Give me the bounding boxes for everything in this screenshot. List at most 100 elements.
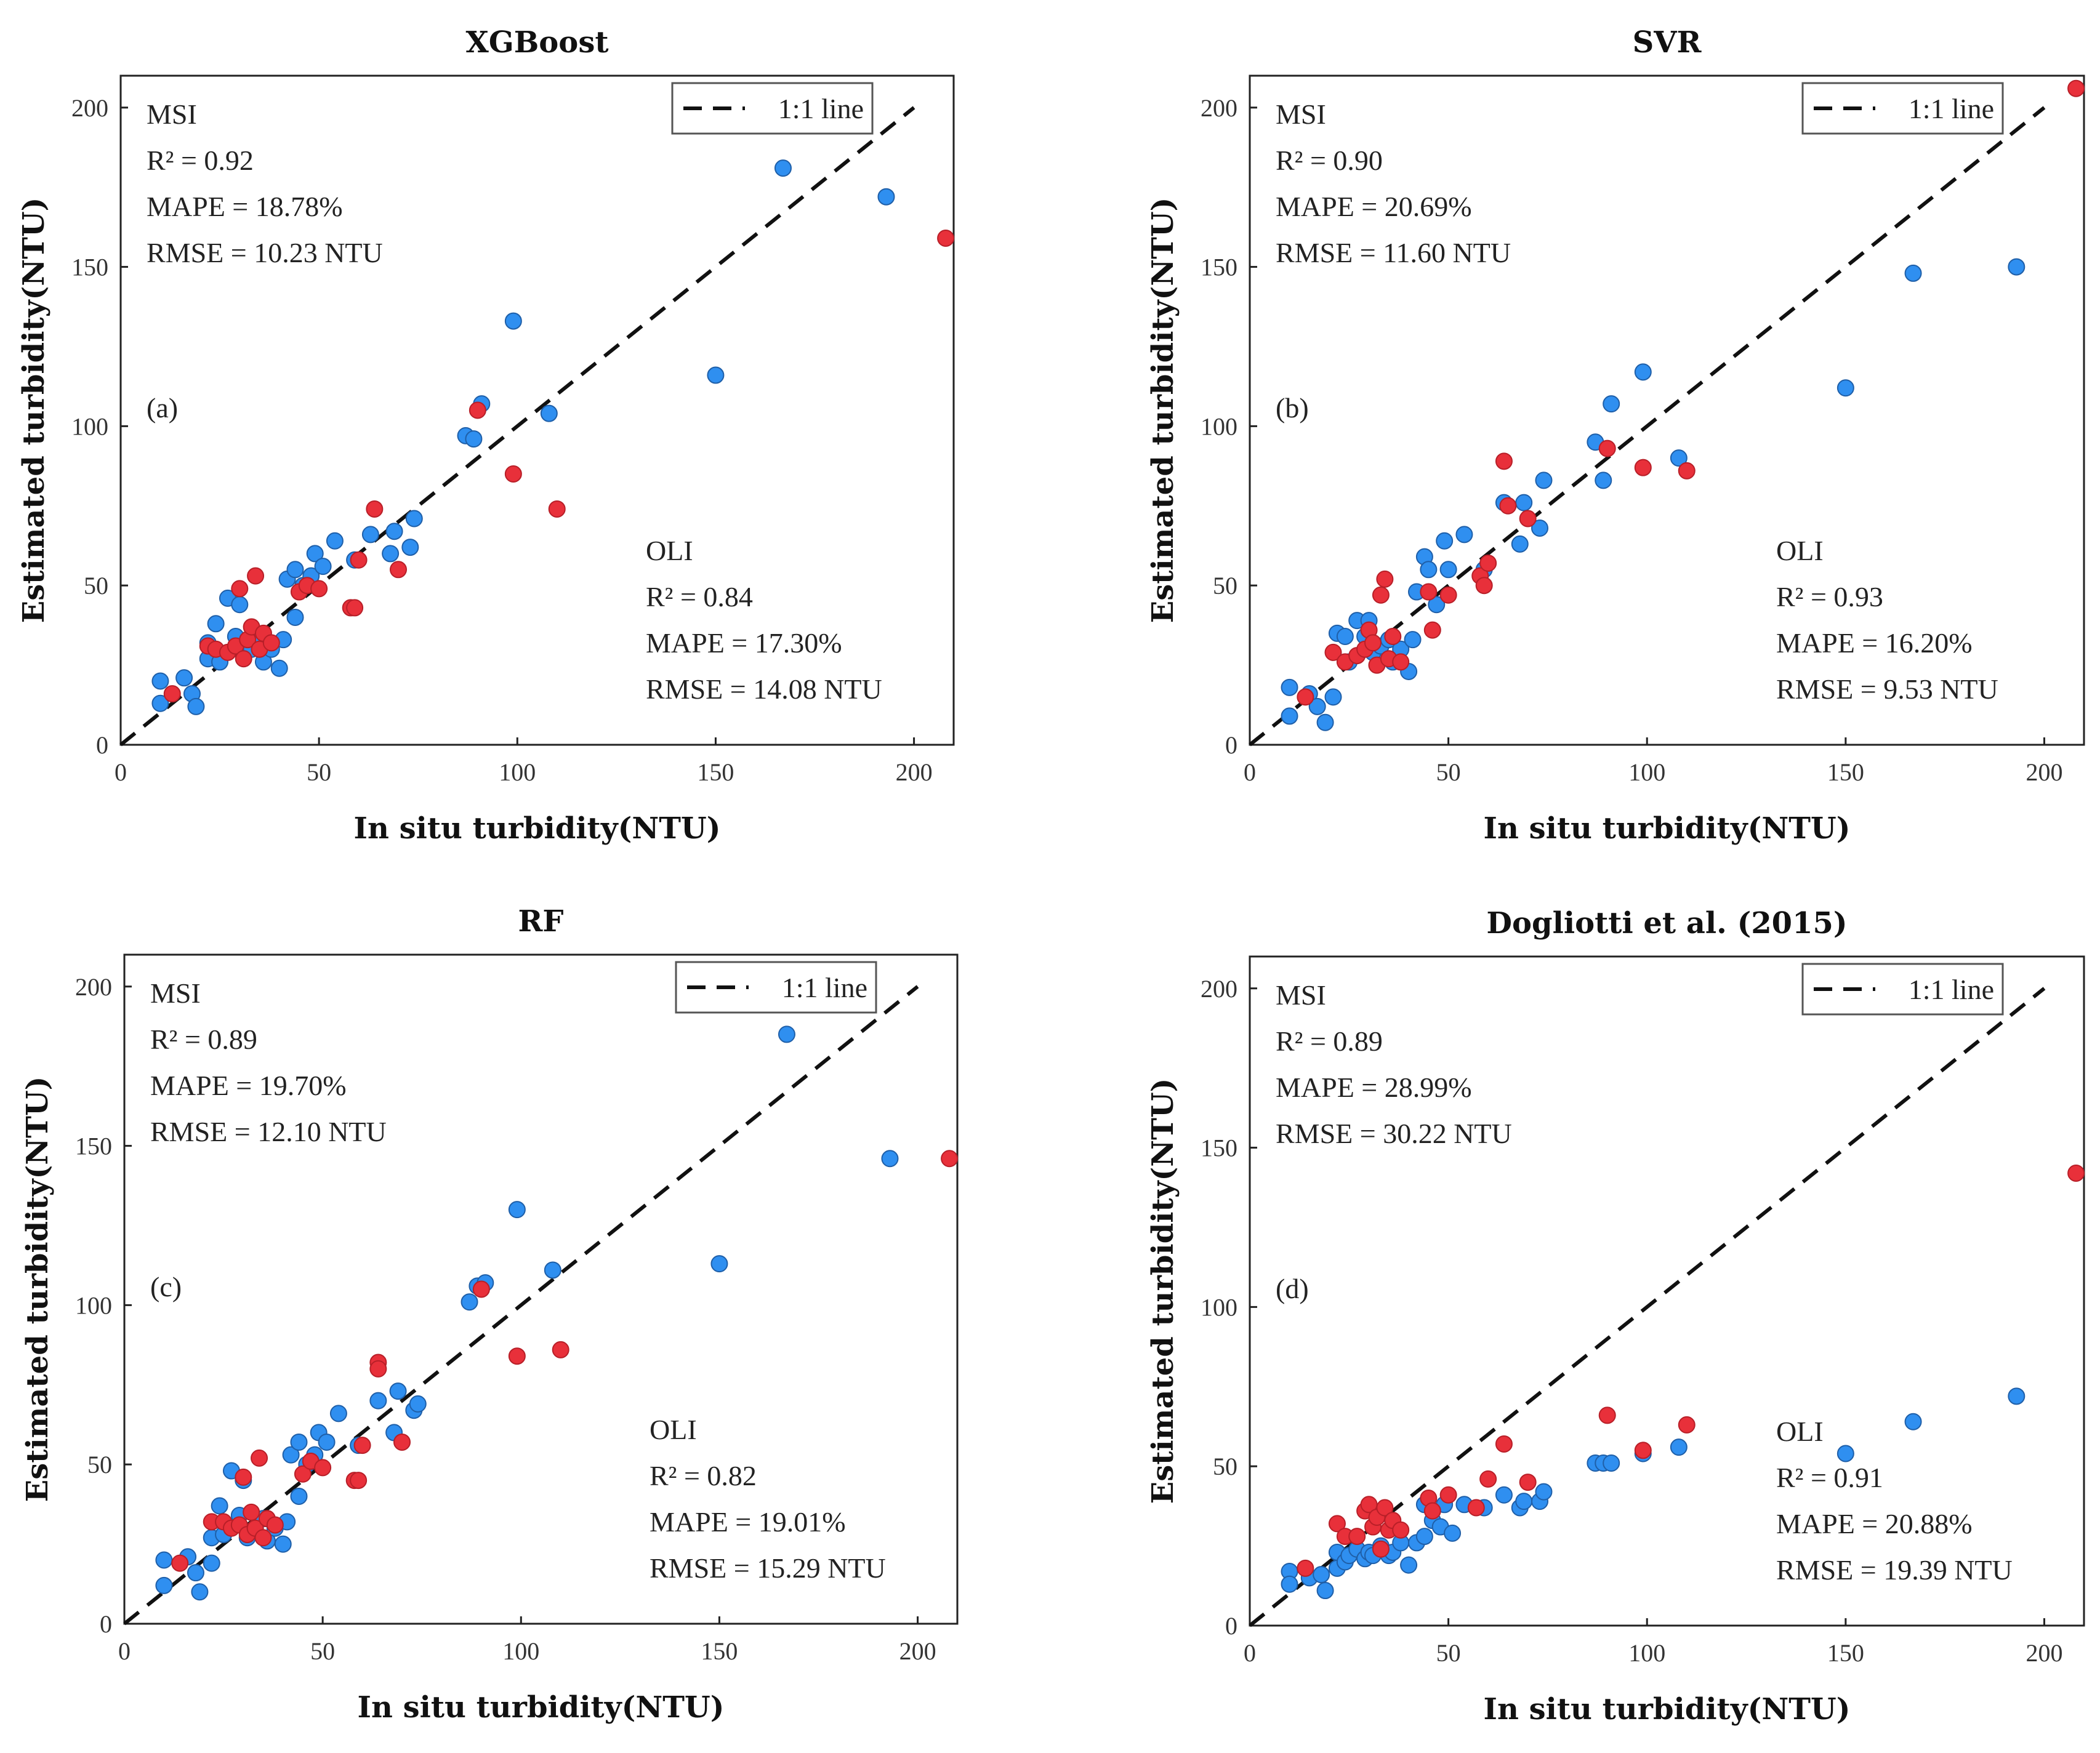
msi-point	[1400, 1556, 1418, 1574]
legend-label: 1:1 line	[1909, 93, 1994, 124]
msi-point	[286, 608, 304, 626]
msi-point	[306, 545, 324, 563]
msi-point	[1281, 1575, 1298, 1593]
x-tick-label: 200	[2026, 758, 2062, 786]
msi-point	[1316, 1582, 1334, 1600]
oli-point	[235, 650, 252, 668]
oli-point	[294, 1465, 312, 1483]
msi-point	[1420, 561, 1438, 579]
msi-point	[282, 1446, 300, 1464]
oli-point	[1479, 554, 1497, 572]
msi-point	[369, 1392, 387, 1410]
x-tick-label: 200	[899, 1637, 936, 1665]
msi-point	[187, 697, 205, 715]
oli-stat-line: R² = 0.82	[650, 1460, 757, 1491]
legend-label: 1:1 line	[782, 972, 867, 1003]
msi-point	[329, 1405, 347, 1422]
msi-point	[290, 1433, 308, 1451]
oli-point	[353, 1437, 371, 1454]
msi-stat-line: RMSE = 10.23 NTU	[147, 237, 383, 268]
x-tick-label: 50	[1436, 1639, 1461, 1667]
oli-point	[369, 1360, 387, 1378]
msi-point	[1515, 1493, 1533, 1510]
oli-point	[1372, 1540, 1390, 1558]
y-tick-label: 50	[1213, 572, 1237, 600]
x-tick-label: 100	[1628, 1639, 1665, 1667]
msi-point	[1444, 1524, 1462, 1542]
oli-point	[231, 580, 249, 598]
y-tick-label: 150	[1201, 1134, 1237, 1162]
msi-stat-line: MAPE = 28.99%	[1276, 1072, 1472, 1103]
plot-frame	[123, 953, 959, 1625]
panel-label: (a)	[147, 392, 178, 423]
msi-point	[1670, 1438, 1688, 1456]
msi-point	[1281, 678, 1298, 696]
y-tick-label: 0	[1225, 731, 1237, 759]
msi-point	[707, 366, 725, 384]
oli-point	[552, 1341, 569, 1358]
oli-stat-line: MAPE = 17.30%	[646, 627, 842, 659]
chart-title: RF	[518, 904, 564, 939]
oli-stat-line: MAPE = 20.88%	[1776, 1508, 1973, 1539]
oli-stat-line: RMSE = 14.08 NTU	[646, 673, 882, 705]
msi-point	[151, 694, 169, 712]
msi-stat-line: MSI	[150, 977, 201, 1009]
msi-point	[207, 615, 225, 633]
oli-point	[469, 401, 486, 419]
x-tick-label: 50	[1436, 758, 1461, 786]
msi-point	[1308, 697, 1326, 715]
msi-point	[1904, 1413, 1922, 1430]
x-tick-label: 50	[310, 1637, 335, 1665]
legend: 1:1 line	[675, 961, 877, 1014]
x-tick-label: 50	[307, 758, 331, 786]
panel-label: (b)	[1276, 392, 1309, 423]
oli-point	[1678, 462, 1696, 479]
msi-point	[461, 1293, 478, 1311]
y-tick-label: 100	[1201, 412, 1237, 440]
oli-point	[941, 1150, 959, 1168]
oli-point	[1439, 1486, 1457, 1504]
oli-point	[1634, 1442, 1652, 1459]
oli-point	[1519, 1474, 1537, 1491]
oli-stat-line: MAPE = 16.20%	[1776, 627, 1973, 659]
msi-stat-line: RMSE = 12.10 NTU	[150, 1116, 387, 1147]
oli-point	[247, 567, 265, 585]
msi-point	[318, 1433, 336, 1451]
y-tick-label: 150	[71, 254, 108, 281]
legend-label: 1:1 line	[1909, 974, 1994, 1005]
x-tick-label: 150	[1827, 1639, 1864, 1667]
msi-point	[1535, 1483, 1553, 1501]
one-to-one-line	[123, 985, 919, 1626]
msi-point	[361, 526, 379, 544]
oli-point	[243, 1503, 260, 1521]
msi-point	[1836, 379, 1854, 397]
oli-point	[1467, 1499, 1485, 1517]
oli-point	[1439, 586, 1457, 604]
x-axis-label: In situ turbidity(NTU)	[1484, 1692, 1851, 1727]
x-tick-label: 100	[1628, 758, 1665, 786]
msi-point	[382, 545, 400, 563]
x-tick-label: 150	[701, 1637, 738, 1665]
oli-point	[504, 465, 522, 483]
oli-stat-line: RMSE = 19.39 NTU	[1776, 1554, 2013, 1586]
panel-label: (c)	[150, 1271, 182, 1302]
oli-point	[262, 634, 280, 652]
msi-point	[326, 532, 344, 550]
x-axis-label: In situ turbidity(NTU)	[358, 1690, 725, 1725]
msi-stat-line: MSI	[1276, 979, 1326, 1011]
oli-point	[1423, 1502, 1441, 1520]
oli-point	[1372, 586, 1390, 604]
msi-point	[270, 659, 288, 677]
msi-point	[1436, 532, 1454, 550]
msi-stat-line: R² = 0.89	[1276, 1025, 1383, 1057]
y-tick-label: 200	[1201, 94, 1237, 122]
oli-stat-line: RMSE = 15.29 NTU	[650, 1552, 886, 1584]
panel-label: (d)	[1276, 1273, 1309, 1304]
y-axis-label: Estimated turbidity(NTU)	[20, 1077, 55, 1502]
oli-point	[266, 1516, 284, 1534]
legend-box	[671, 82, 874, 135]
legend-box	[1801, 963, 2004, 1016]
y-tick-label: 150	[75, 1133, 112, 1160]
msi-point	[155, 1551, 173, 1569]
oli-point	[350, 1472, 368, 1490]
